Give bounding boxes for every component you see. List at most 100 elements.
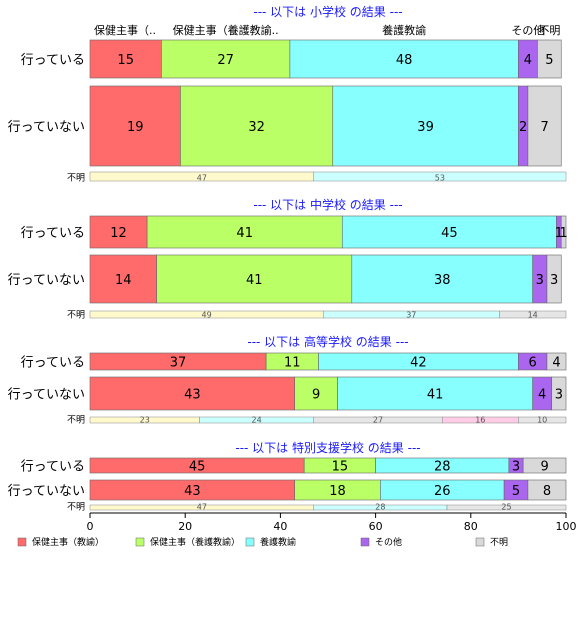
bar-segment [332,85,519,167]
unknown-value-label: 23 [140,416,150,425]
unknown-row-label: 不明 [67,502,85,513]
row-label: 行っていない [8,273,85,288]
unknown-value-label: 14 [528,311,538,320]
bar-value-label: 4 [552,356,560,371]
x-tick-label: 20 [178,520,192,533]
bar-value-label: 4 [538,388,546,403]
bar-value-label: 26 [434,484,451,499]
bar-value-label: 14 [115,273,132,288]
bar-segment [89,85,181,167]
x-tick-label: 100 [556,520,577,533]
bar-segment [161,39,291,79]
unknown-segment [446,504,567,511]
bar-value-label: 3 [550,273,558,288]
category-header-label: その他 [511,24,544,37]
bar-segment [89,254,157,304]
bar-segment [351,254,533,304]
bar-value-label: 3 [555,388,563,403]
bar-value-label: 45 [189,460,206,475]
unknown-value-label: 24 [252,416,262,425]
bar-value-label: 43 [184,388,201,403]
section-title: --- 以下は 小学校 の結果 --- [253,4,402,19]
bar-value-label: 48 [396,53,413,68]
bar-value-label: 8 [543,484,551,499]
legend-label: その他 [375,536,402,548]
bar-value-label: 4 [524,53,532,68]
unknown-row-label: 不明 [67,415,85,426]
bar-segment [294,376,338,411]
section-title: --- 以下は 中学校 の結果 --- [253,197,402,212]
bar-value-label: 28 [434,460,451,475]
bar-value-label: 5 [545,53,553,68]
bar-value-label: 3 [536,273,544,288]
bar-segment [89,376,295,411]
bar-value-label: 39 [417,120,434,135]
bar-segment [89,39,162,79]
unknown-value-label: 10 [537,416,547,425]
unknown-segment [499,310,567,319]
bar-value-label: 12 [110,226,127,241]
bar-value-label: 45 [441,226,458,241]
bar-value-label: 19 [127,120,144,135]
bar-value-label: 38 [434,273,451,288]
bar-value-label: 43 [184,484,201,499]
bar-value-label: 9 [312,388,320,403]
row-label: 行っている [21,460,85,475]
bar-segment [289,39,519,79]
row-label: 行っていない [8,484,85,499]
bar-value-label: 2 [519,120,527,135]
category-header-label: 保健主事（.. [94,23,156,37]
unknown-value-label: 47 [197,503,207,512]
legend-label: 保健主事（養護教諭） [150,536,240,548]
legend-swatch [245,537,255,547]
bar-value-label: 11 [284,356,301,371]
bar-segment [546,352,567,371]
bar-segment [527,85,562,167]
category-header-label: 養護教諭 [382,23,426,37]
unknown-value-label: 16 [475,416,485,425]
section-title: --- 以下は 高等学校 の結果 --- [247,334,408,349]
unknown-value-label: 49 [202,311,212,320]
unknown-segment [518,416,567,424]
bar-value-label: 27 [217,53,234,68]
bar-segment [560,215,567,249]
row-label: 行っている [21,356,85,371]
legend-swatch [360,537,370,547]
bar-segment [180,85,334,167]
unknown-value-label: 28 [375,503,385,512]
row-label: 行っていない [8,388,85,403]
bar-value-label: 42 [410,356,427,371]
legend-label: 養護教諭 [260,536,296,548]
bar-value-label: 9 [540,460,548,475]
bar-value-label: 18 [329,484,346,499]
category-header-label: 保健主事（養護教諭.. [173,23,279,37]
unknown-value-label: 25 [501,503,511,512]
row-label: 行っていない [8,120,85,135]
bar-value-label: 41 [427,388,444,403]
unknown-segment [313,171,567,182]
row-label: 行っている [21,226,85,241]
legend-label: 不明 [490,537,508,548]
x-tick-label: 0 [87,520,94,533]
bar-value-label: 5 [512,484,520,499]
bar-value-label: 1 [555,226,563,241]
bar-segment [527,479,567,501]
bar-value-label: 1 [559,226,567,241]
section-title: --- 以下は 特別支援学校 の結果 --- [235,440,420,455]
x-tick-label: 40 [273,520,287,533]
bar-value-label: 32 [248,120,265,135]
bar-value-label: 41 [246,273,263,288]
bar-segment [337,376,533,411]
bar-value-label: 7 [540,120,548,135]
bar-value-label: 3 [512,460,520,475]
bar-value-label: 6 [529,356,537,371]
legend-label: 保健主事（教諭） [32,536,104,548]
legend-swatch [135,537,145,547]
bar-value-label: 41 [236,226,253,241]
bar-segment [551,376,567,411]
unknown-row-label: 不明 [67,173,85,184]
bar-segment [89,215,148,249]
bar-segment [537,39,562,79]
